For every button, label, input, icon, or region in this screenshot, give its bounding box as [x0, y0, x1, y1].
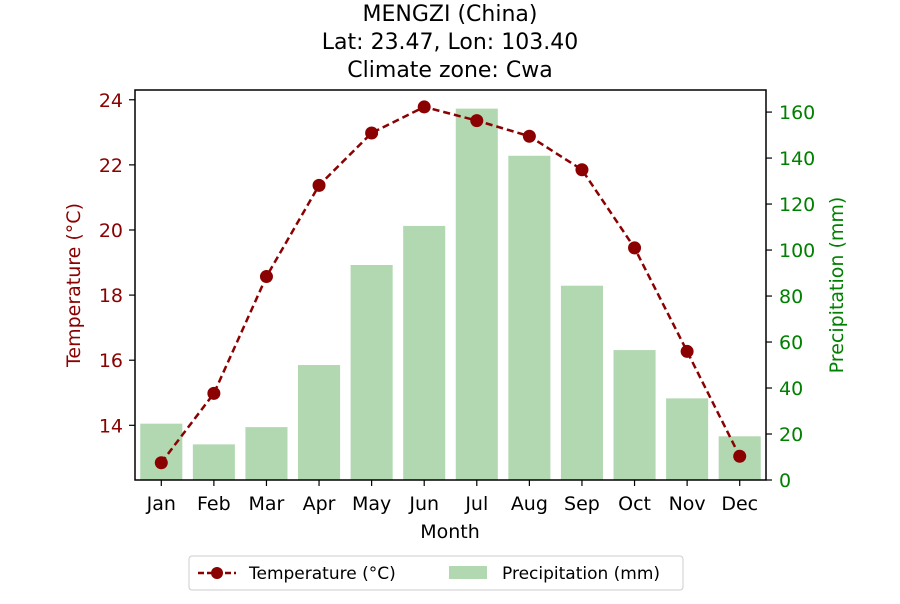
x-tick-label-apr: Apr	[303, 493, 336, 515]
right-tick-label: 160	[779, 102, 815, 124]
x-tick-label-jan: Jan	[146, 493, 176, 515]
right-tick-label: 60	[779, 332, 803, 354]
temperature-point-feb	[207, 386, 221, 400]
right-tick-label: 120	[779, 194, 815, 216]
right-tick-label: 80	[779, 286, 803, 308]
right-tick-label: 0	[779, 470, 791, 492]
title-line-3: Climate zone: Cwa	[347, 58, 552, 83]
right-tick-label: 20	[779, 424, 803, 446]
temperature-point-jul	[470, 114, 484, 128]
precipitation-bar-sep	[560, 285, 603, 480]
left-tick-label: 16	[99, 350, 123, 372]
x-tick-label-feb: Feb	[197, 493, 231, 515]
precipitation-bar-nov	[666, 398, 709, 480]
x-tick-label-nov: Nov	[669, 493, 706, 515]
precipitation-bars	[140, 108, 761, 480]
x-tick-label-mar: Mar	[249, 493, 285, 515]
plot-frame	[134, 89, 767, 481]
temperature-point-jun	[417, 100, 431, 114]
legend: Temperature (°C) Precipitation (mm)	[188, 555, 684, 591]
precipitation-bar-jan	[140, 423, 183, 480]
precipitation-bar-jul	[455, 108, 498, 480]
left-tick-label: 24	[99, 90, 123, 112]
x-tick-label-may: May	[352, 493, 391, 515]
precipitation-bar-jun	[403, 225, 446, 480]
x-tick-label-jun: Jun	[408, 493, 439, 515]
right-axis-label: Precipitation (mm)	[826, 197, 848, 374]
right-axis: 0 20 40 60 80 100 120 140 160	[766, 102, 815, 492]
x-axis-label: Month	[420, 521, 480, 543]
left-tick-label: 22	[99, 155, 123, 177]
temperature-point-nov	[680, 344, 694, 358]
left-axis: 14 16 18 20 22 24	[99, 90, 135, 437]
chart-title: MENGZI (China) Lat: 23.47, Lon: 103.40 C…	[322, 2, 578, 83]
precipitation-bar-apr	[298, 365, 341, 480]
temperature-point-mar	[259, 270, 273, 284]
left-tick-label: 18	[99, 285, 123, 307]
temperature-point-apr	[312, 178, 326, 192]
right-tick-label: 140	[779, 148, 815, 170]
legend-precipitation-label: Precipitation (mm)	[502, 564, 660, 584]
temperature-point-dec	[733, 449, 747, 463]
legend-frame	[188, 555, 684, 591]
temperature-point-jan	[154, 456, 168, 470]
precipitation-bar-oct	[613, 350, 656, 480]
temperature-point-oct	[628, 241, 642, 255]
x-tick-label-sep: Sep	[564, 493, 600, 515]
title-line-1: MENGZI (China)	[363, 2, 538, 27]
title-line-2: Lat: 23.47, Lon: 103.40	[322, 30, 578, 55]
x-tick-label-oct: Oct	[618, 493, 651, 515]
x-tick-label-aug: Aug	[511, 493, 548, 515]
legend-precipitation-swatch	[449, 566, 487, 579]
precipitation-bar-mar	[245, 427, 288, 480]
right-tick-label: 100	[779, 240, 815, 262]
temperature-point-sep	[575, 163, 589, 177]
legend-temperature-label: Temperature (°C)	[248, 564, 396, 584]
temperature-point-may	[365, 126, 379, 140]
left-axis-label: Temperature (°C)	[63, 203, 85, 368]
legend-temperature-swatch-marker	[211, 567, 223, 579]
left-tick-label: 14	[99, 415, 123, 437]
precipitation-bar-aug	[508, 155, 551, 480]
x-tick-label-dec: Dec	[721, 493, 758, 515]
temperature-line-path	[160, 105, 741, 464]
x-axis: Jan Feb Mar Apr May Jun Jul Aug Sep Oct Nov Dec	[146, 480, 758, 515]
temperature-point-aug	[522, 129, 536, 143]
left-tick-label: 20	[99, 220, 123, 242]
x-tick-label-jul: Jul	[464, 493, 488, 515]
right-tick-label: 40	[779, 378, 803, 400]
temperature-line	[154, 100, 747, 470]
precipitation-bar-feb	[192, 444, 235, 480]
precipitation-bar-may	[350, 264, 393, 480]
